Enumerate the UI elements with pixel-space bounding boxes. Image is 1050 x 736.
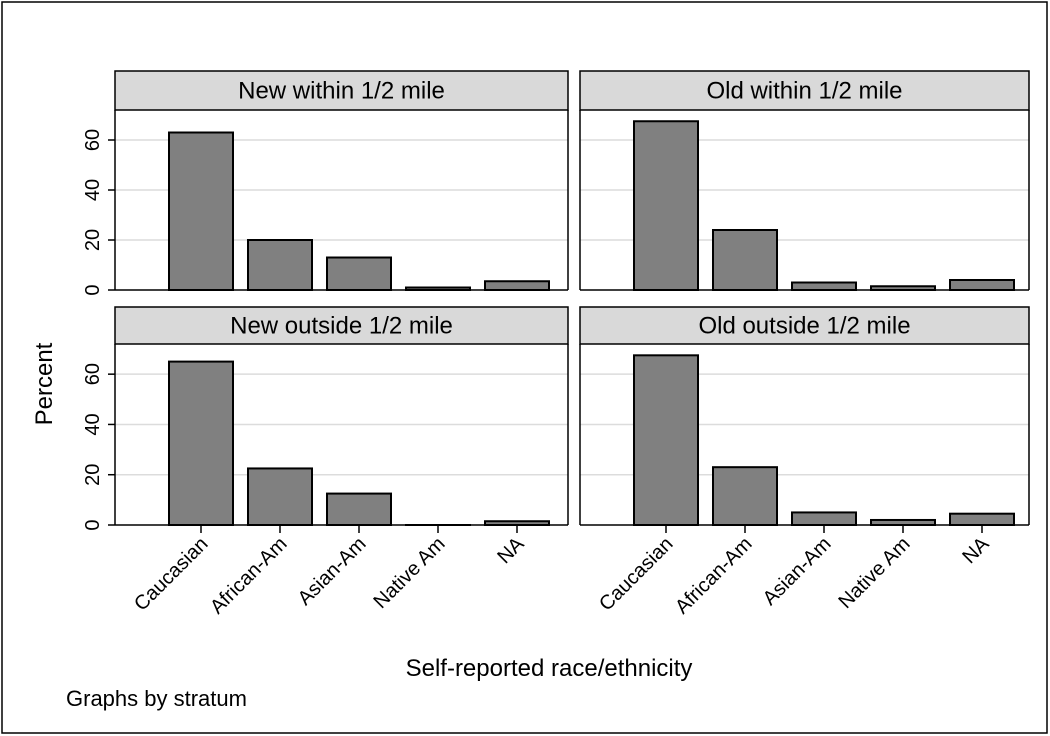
panel-title: Old within 1/2 mile bbox=[706, 78, 902, 105]
y-tick-label: 40 bbox=[82, 179, 104, 201]
bar bbox=[168, 131, 234, 291]
y-tick-label: 60 bbox=[82, 363, 104, 385]
panel-strip bbox=[114, 306, 569, 345]
bar bbox=[326, 492, 392, 526]
panel-title: New within 1/2 mile bbox=[238, 78, 445, 105]
panel: New within 1/2 mile 0 20 40 60 bbox=[82, 70, 569, 296]
bar bbox=[791, 281, 857, 291]
panel-title: Old outside 1/2 mile bbox=[698, 313, 910, 340]
bar bbox=[247, 239, 313, 291]
bar bbox=[949, 279, 1015, 291]
x-axis-label: Self-reported race/ethnicity bbox=[406, 655, 693, 682]
bar bbox=[633, 120, 699, 291]
bar bbox=[870, 518, 936, 527]
bar bbox=[633, 354, 699, 526]
panel-strip bbox=[114, 70, 569, 111]
y-tick-label: 60 bbox=[82, 129, 104, 151]
panel: Old within 1/2 mile bbox=[579, 70, 1030, 291]
bar bbox=[326, 256, 392, 291]
bar bbox=[484, 280, 550, 291]
y-tick-label: 20 bbox=[82, 464, 104, 486]
graphs-by-note: Graphs by stratum bbox=[66, 686, 247, 711]
y-tick-label: 0 bbox=[82, 519, 104, 530]
y-tick-label: 0 bbox=[82, 284, 104, 295]
y-tick-label: 20 bbox=[82, 229, 104, 251]
y-axis-label: Percent bbox=[31, 342, 58, 425]
bar bbox=[712, 229, 778, 291]
panel-strip bbox=[579, 306, 1030, 345]
bar bbox=[791, 511, 857, 526]
bar bbox=[949, 512, 1015, 526]
bar bbox=[168, 360, 234, 526]
panel-strip bbox=[579, 70, 1030, 111]
y-tick-label: 40 bbox=[82, 413, 104, 435]
bar bbox=[712, 466, 778, 526]
bar bbox=[247, 467, 313, 526]
panel-title: New outside 1/2 mile bbox=[230, 313, 453, 340]
